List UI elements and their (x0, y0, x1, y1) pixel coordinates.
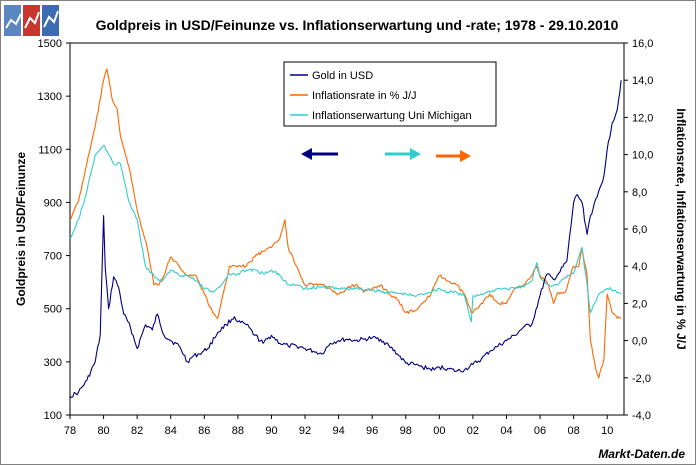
x-tick-label: 84 (165, 425, 177, 437)
y-left-tick-label: 1100 (38, 144, 62, 156)
x-tick-label: 02 (467, 425, 479, 437)
arrow-expectation-right-axis (385, 148, 421, 160)
x-tick-label: 94 (332, 425, 344, 437)
x-tick-label: 82 (131, 425, 143, 437)
y-left-tick-label: 500 (44, 304, 62, 316)
arrow-gold-left-axis (301, 148, 338, 160)
x-tick-label: 80 (97, 425, 109, 437)
x-tick-label: 90 (265, 425, 277, 437)
chart-title: Goldpreis in USD/Feinunze vs. Inflations… (96, 17, 619, 33)
y-right-tick-label: 16,0 (632, 38, 653, 50)
y-right-tick-label: 14,0 (632, 75, 653, 87)
legend-box (283, 61, 497, 127)
y-left-tick-label: 900 (44, 197, 62, 209)
y-right-tick-label: 10,0 (632, 150, 653, 162)
x-tick-label: 06 (534, 425, 546, 437)
x-tick-label: 10 (601, 425, 613, 437)
y-right-tick-label: -4,0 (632, 410, 651, 422)
x-tick-label: 98 (400, 425, 412, 437)
x-tick-label: 08 (568, 425, 580, 437)
y-right-tick-label: 2,0 (632, 298, 647, 310)
y-left-tick-label: 100 (44, 410, 62, 422)
x-axis-ticks: 78 80 82 84 86 88 90 92 94 96 98 00 02 04 06 08 10 (64, 415, 613, 437)
source-label: Markt-Daten.de (598, 447, 685, 461)
arrow-inflation-right-axis (436, 150, 471, 162)
y-right-tick-label: 4,0 (632, 261, 647, 273)
y-axis-left-ticks: 100 300 500 700 900 1100 1300 1500 (38, 38, 70, 422)
x-tick-label: 88 (232, 425, 244, 437)
y-axis-left-label: Goldpreis in USD/Feinunze (14, 152, 28, 306)
y-left-tick-label: 1500 (38, 38, 62, 50)
brand-logo (4, 5, 59, 36)
x-tick-label: 92 (299, 425, 311, 437)
x-tick-label: 78 (64, 425, 76, 437)
x-tick-label: 00 (433, 425, 445, 437)
legend: Gold in USD Inflationsrate in % J/J Infl… (283, 61, 497, 127)
y-axis-right-ticks: -4,0 -2,0 0,0 2,0 4,0 6,0 8,0 10,0 12,0 14,0 16,0 (624, 38, 653, 422)
y-right-tick-label: 12,0 (632, 112, 653, 124)
x-tick-label: 96 (366, 425, 378, 437)
legend-entry-inflation: Inflationsrate in % J/J (312, 90, 417, 102)
legend-entry-gold: Gold in USD (312, 70, 373, 82)
y-left-tick-label: 1300 (38, 91, 62, 103)
y-right-tick-label: 8,0 (632, 187, 647, 199)
y-right-tick-label: 0,0 (632, 336, 647, 348)
y-axis-right-label: Inflationsrate, Inflationserwartung in %… (674, 108, 688, 349)
x-tick-label: 86 (198, 425, 210, 437)
x-tick-label: 04 (500, 425, 512, 437)
series-line-inflation (69, 68, 622, 379)
y-right-tick-label: -2,0 (632, 373, 651, 385)
series-line-gold (69, 80, 622, 398)
series-line-expectation (69, 144, 622, 323)
series-layer (69, 68, 622, 398)
y-left-tick-label: 700 (44, 251, 62, 263)
legend-entry-expectation: Inflationserwartung Uni Michigan (312, 110, 472, 122)
y-left-tick-label: 300 (44, 357, 62, 369)
y-right-tick-label: 6,0 (632, 224, 647, 236)
